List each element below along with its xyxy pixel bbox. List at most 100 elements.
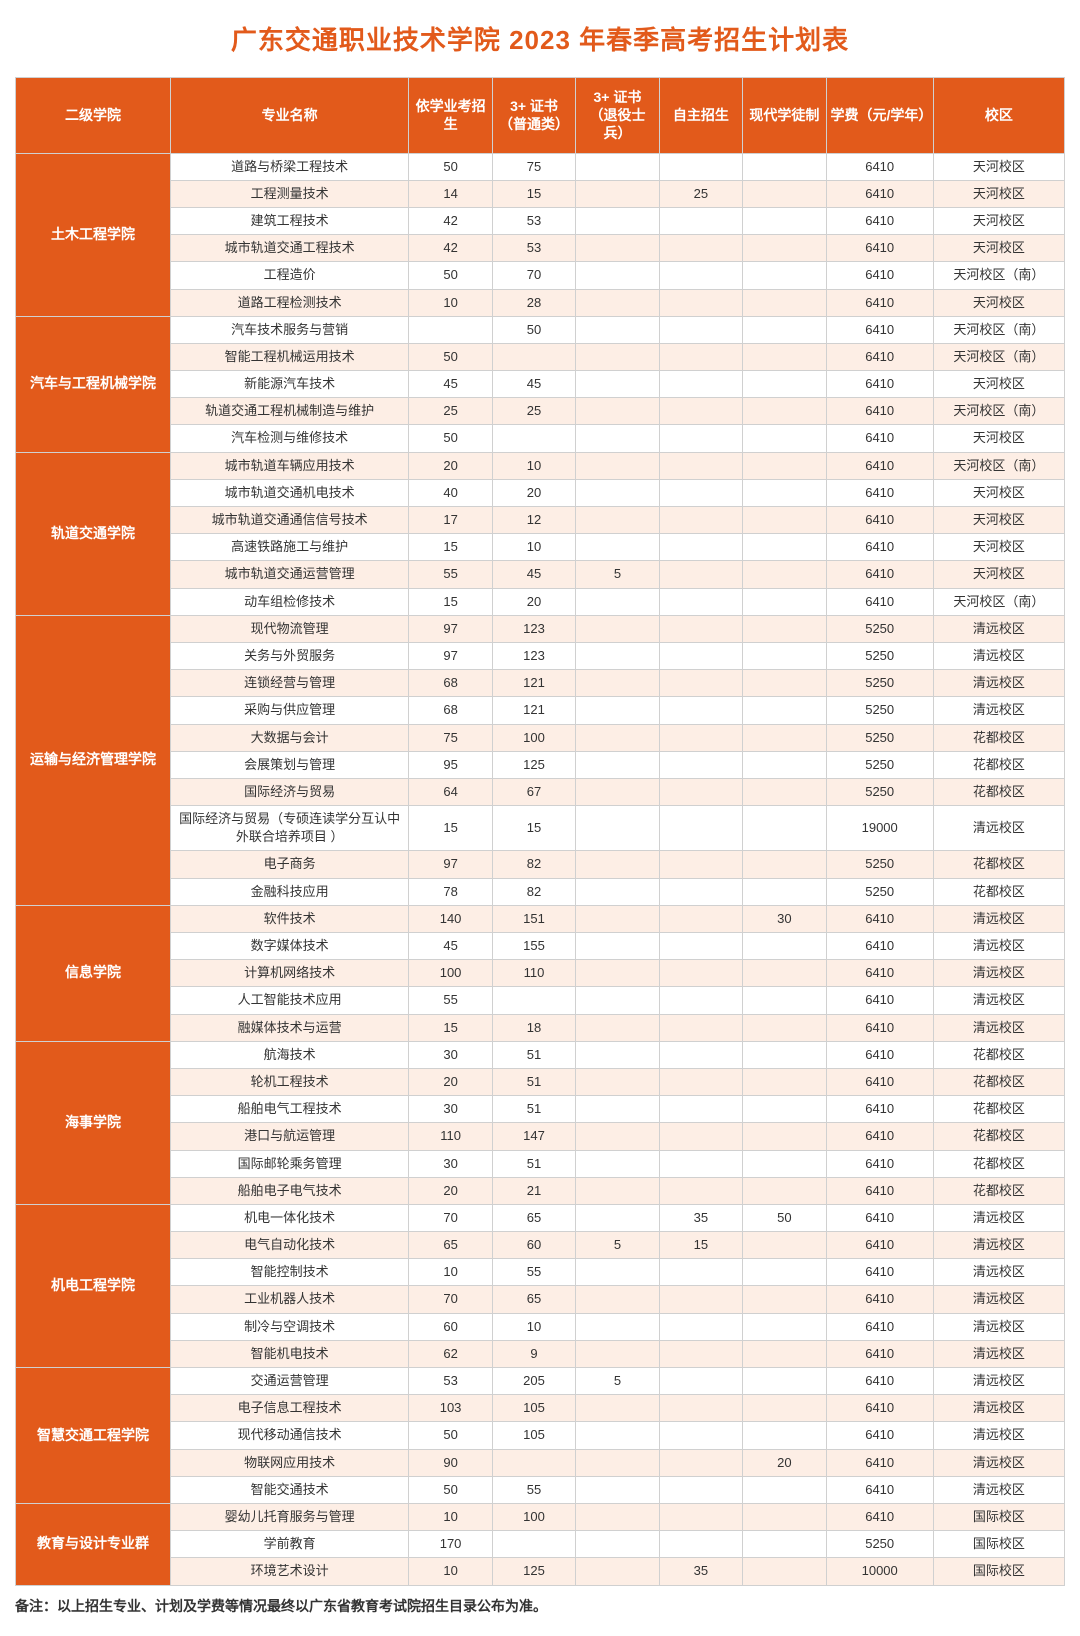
- c5-cell: [743, 933, 826, 960]
- fee-cell: 6410: [826, 1014, 933, 1041]
- c2-cell: 51: [492, 1068, 575, 1095]
- c3-cell: [576, 479, 659, 506]
- c1-cell: 50: [409, 425, 492, 452]
- table-row: 海事学院航海技术30516410花都校区: [16, 1041, 1065, 1068]
- fee-cell: 6410: [826, 343, 933, 370]
- c5-cell: [743, 642, 826, 669]
- c4-cell: [659, 235, 742, 262]
- c5-cell: [743, 1014, 826, 1041]
- c2-cell: 125: [492, 1558, 575, 1585]
- c1-cell: 140: [409, 905, 492, 932]
- c1-cell: 70: [409, 1204, 492, 1231]
- table-row: 城市轨道交通机电技术40206410天河校区: [16, 479, 1065, 506]
- table-row: 运输与经济管理学院现代物流管理971235250清远校区: [16, 615, 1065, 642]
- c3-cell: [576, 778, 659, 805]
- c5-cell: [743, 1177, 826, 1204]
- c5-cell: [743, 1041, 826, 1068]
- c3-cell: [576, 343, 659, 370]
- c4-cell: 35: [659, 1204, 742, 1231]
- major-cell: 道路与桥梁工程技术: [170, 153, 408, 180]
- campus-cell: 花都校区: [933, 1150, 1064, 1177]
- table-row: 教育与设计专业群婴幼儿托育服务与管理101006410国际校区: [16, 1503, 1065, 1530]
- c1-cell: 70: [409, 1286, 492, 1313]
- c1-cell: 170: [409, 1531, 492, 1558]
- fee-cell: 6410: [826, 933, 933, 960]
- c4-cell: [659, 724, 742, 751]
- c1-cell: 78: [409, 878, 492, 905]
- c1-cell: 55: [409, 987, 492, 1014]
- c1-cell: 50: [409, 343, 492, 370]
- c2-cell: 151: [492, 905, 575, 932]
- c3-cell: [576, 180, 659, 207]
- c3-cell: [576, 1068, 659, 1095]
- fee-cell: 6410: [826, 1340, 933, 1367]
- table-row: 高速铁路施工与维护15106410天河校区: [16, 534, 1065, 561]
- campus-cell: 天河校区: [933, 180, 1064, 207]
- fee-cell: 6410: [826, 1232, 933, 1259]
- campus-cell: 清远校区: [933, 1449, 1064, 1476]
- c3-cell: [576, 153, 659, 180]
- major-cell: 国际经济与贸易: [170, 778, 408, 805]
- c1-cell: 30: [409, 1096, 492, 1123]
- c4-cell: [659, 697, 742, 724]
- major-cell: 建筑工程技术: [170, 207, 408, 234]
- c4-cell: [659, 642, 742, 669]
- c5-cell: [743, 507, 826, 534]
- c3-cell: 5: [576, 1368, 659, 1395]
- campus-cell: 花都校区: [933, 751, 1064, 778]
- campus-cell: 花都校区: [933, 878, 1064, 905]
- c5-cell: [743, 289, 826, 316]
- campus-cell: 天河校区: [933, 153, 1064, 180]
- c5-cell: [743, 1313, 826, 1340]
- major-cell: 动车组检修技术: [170, 588, 408, 615]
- table-row: 工程测量技术1415256410天河校区: [16, 180, 1065, 207]
- c4-cell: [659, 1449, 742, 1476]
- c2-cell: 20: [492, 588, 575, 615]
- campus-cell: 清远校区: [933, 1014, 1064, 1041]
- c2-cell: 110: [492, 960, 575, 987]
- campus-cell: 国际校区: [933, 1558, 1064, 1585]
- campus-cell: 天河校区（南）: [933, 316, 1064, 343]
- table-row: 金融科技应用78825250花都校区: [16, 878, 1065, 905]
- major-cell: 航海技术: [170, 1041, 408, 1068]
- c3-cell: [576, 1476, 659, 1503]
- c1-cell: 20: [409, 452, 492, 479]
- c2-cell: [492, 425, 575, 452]
- c1-cell: 15: [409, 1014, 492, 1041]
- campus-cell: 天河校区: [933, 561, 1064, 588]
- major-cell: 智能工程机械运用技术: [170, 343, 408, 370]
- major-cell: 工程测量技术: [170, 180, 408, 207]
- c1-cell: 55: [409, 561, 492, 588]
- c4-cell: [659, 1503, 742, 1530]
- fee-cell: 6410: [826, 1313, 933, 1340]
- c5-cell: [743, 960, 826, 987]
- c5-cell: [743, 153, 826, 180]
- c4-cell: [659, 1340, 742, 1367]
- c1-cell: 64: [409, 778, 492, 805]
- c4-cell: [659, 207, 742, 234]
- c3-cell: [576, 1286, 659, 1313]
- c5-cell: [743, 425, 826, 452]
- c2-cell: 60: [492, 1232, 575, 1259]
- c5-cell: [743, 235, 826, 262]
- c1-cell: 110: [409, 1123, 492, 1150]
- c4-cell: [659, 1422, 742, 1449]
- c4-cell: [659, 615, 742, 642]
- col-college: 二级学院: [16, 78, 171, 154]
- fee-cell: 6410: [826, 1068, 933, 1095]
- fee-cell: 6410: [826, 1476, 933, 1503]
- college-cell: 教育与设计专业群: [16, 1503, 171, 1585]
- c1-cell: 50: [409, 262, 492, 289]
- c4-cell: [659, 1096, 742, 1123]
- c5-cell: [743, 343, 826, 370]
- major-cell: 船舶电气工程技术: [170, 1096, 408, 1123]
- c3-cell: [576, 1123, 659, 1150]
- table-row: 智能控制技术10556410清远校区: [16, 1259, 1065, 1286]
- fee-cell: 6410: [826, 452, 933, 479]
- fee-cell: 6410: [826, 534, 933, 561]
- c4-cell: [659, 534, 742, 561]
- c2-cell: 50: [492, 316, 575, 343]
- table-row: 汽车检测与维修技术506410天河校区: [16, 425, 1065, 452]
- fee-cell: 5250: [826, 615, 933, 642]
- c2-cell: 51: [492, 1150, 575, 1177]
